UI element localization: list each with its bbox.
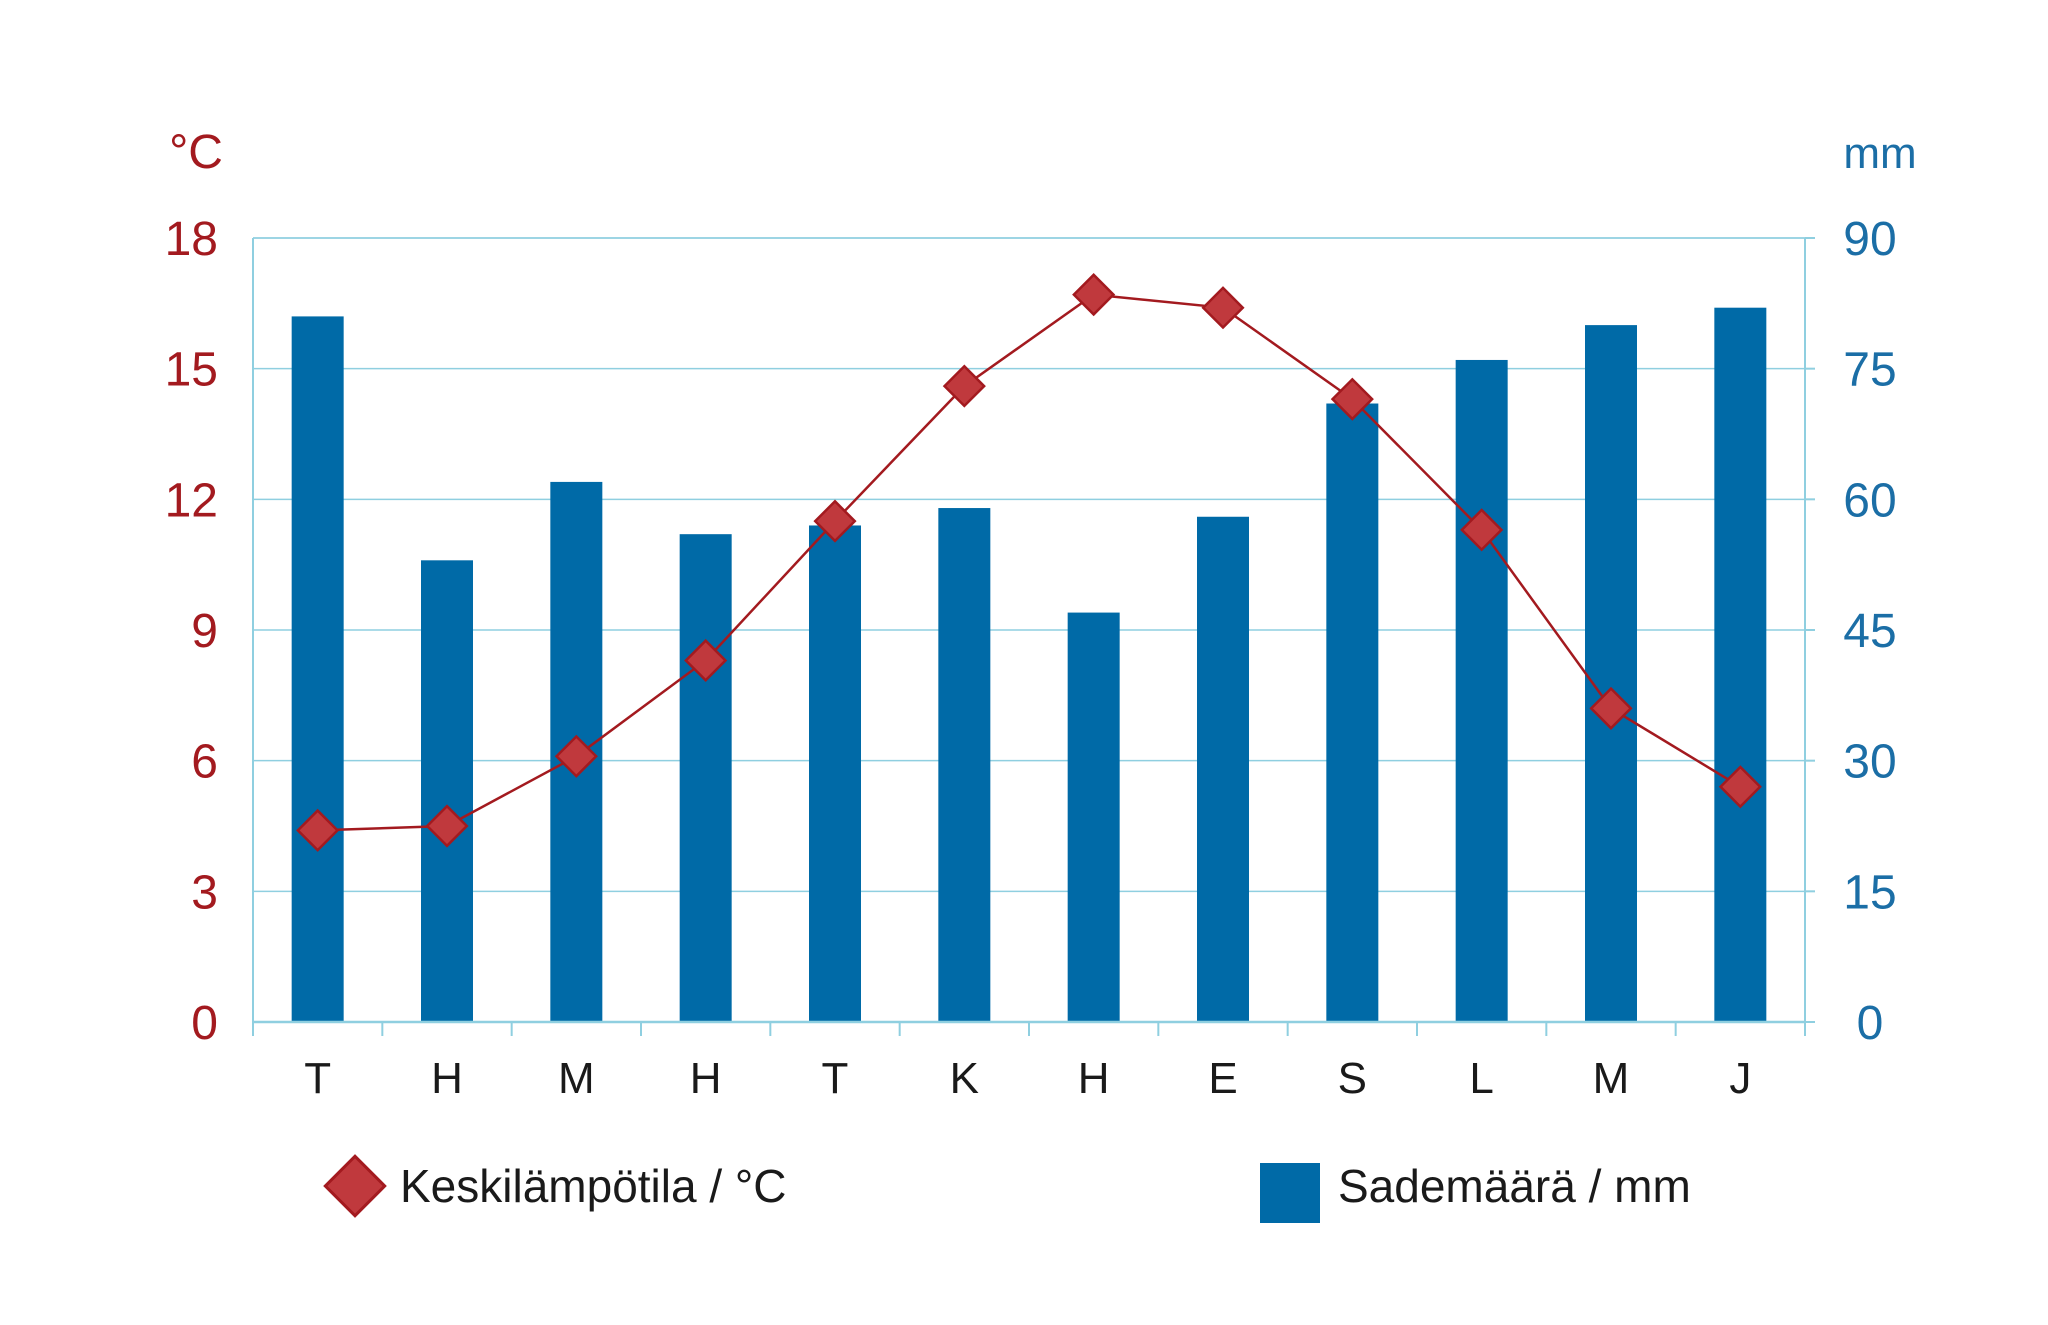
temperature-marker: [1201, 286, 1245, 330]
precipitation-bar: [421, 560, 473, 1022]
category-label: S: [1338, 1054, 1367, 1103]
precipitation-bar: [1067, 612, 1120, 1022]
temperature-marker: [942, 364, 986, 408]
temperature-marker: [1330, 377, 1374, 421]
precipitation-bar: [809, 525, 861, 1022]
legend: Keskilämpötila / °C Sademäärä / mm: [323, 1154, 1691, 1223]
left-tick-label: 6: [191, 736, 218, 789]
precipitation-bar: [1455, 359, 1508, 1022]
left-tick-label: 15: [165, 344, 218, 397]
legend-temperature-marker: [323, 1154, 387, 1218]
grid-lines: [253, 237, 1805, 893]
precipitation-bar: [1197, 516, 1249, 1022]
right-tick-label: 90: [1843, 213, 1896, 266]
right-tick-label: 60: [1843, 474, 1896, 527]
precipitation-bar: [1585, 325, 1637, 1023]
right-tick-label: 30: [1843, 736, 1896, 789]
temperature-marker: [1589, 686, 1633, 730]
temperature-marker: [425, 804, 469, 848]
category-label: H: [690, 1054, 722, 1103]
category-label: M: [1593, 1054, 1630, 1103]
category-label: T: [304, 1054, 331, 1103]
category-label: H: [431, 1054, 463, 1103]
temperature-marker: [1460, 508, 1504, 552]
left-axis-unit: °C: [169, 126, 223, 179]
legend-precipitation-swatch: [1260, 1163, 1320, 1223]
left-tick-label: 0: [191, 997, 218, 1050]
left-tick-label: 18: [165, 213, 218, 266]
legend-temperature-label: Keskilämpötila / °C: [400, 1160, 787, 1212]
right-tick-label: 75: [1843, 344, 1896, 397]
temperature-marker: [813, 499, 857, 543]
temperature-marker: [1718, 765, 1762, 809]
right-tick-label: 0: [1857, 997, 1884, 1050]
category-label: M: [558, 1054, 595, 1103]
temperature-marker: [554, 734, 598, 778]
temperature-marker: [684, 638, 728, 683]
precipitation-bar: [291, 316, 344, 1022]
left-tick-label: 12: [165, 474, 218, 527]
category-label: L: [1469, 1054, 1493, 1103]
right-tick-label: 45: [1843, 605, 1896, 658]
category-label: J: [1729, 1054, 1751, 1103]
legend-precipitation-label: Sademäärä / mm: [1338, 1160, 1691, 1212]
right-axis-unit: mm: [1843, 129, 1916, 178]
temperature-marker: [1072, 273, 1116, 317]
temperature-marker: [296, 808, 340, 852]
precipitation-bars: [291, 307, 1767, 1023]
precipitation-bar: [1326, 403, 1379, 1022]
precipitation-bar: [938, 508, 991, 1022]
temperature-line: [317, 293, 1741, 832]
category-label: T: [822, 1054, 849, 1103]
axis-labels: °C mm 0 3 6 9 12 15 18 0 15 30 45 60 75 90 T H M H T K H E S L M…: [165, 126, 1917, 1103]
right-tick-label: 15: [1843, 866, 1896, 919]
axes: [252, 237, 1815, 1036]
temperature-markers: [296, 273, 1762, 852]
category-label: E: [1208, 1054, 1237, 1103]
category-label: H: [1078, 1054, 1110, 1103]
category-label: K: [950, 1054, 979, 1103]
left-tick-label: 9: [191, 605, 218, 658]
precipitation-bar: [1714, 307, 1767, 1022]
precipitation-bar: [679, 534, 732, 1022]
temperature-line-path: [317, 293, 1741, 832]
left-tick-label: 3: [191, 866, 218, 919]
